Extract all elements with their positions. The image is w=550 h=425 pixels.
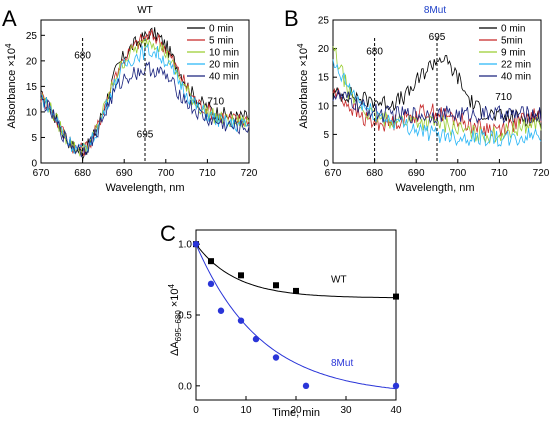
data-point: [272, 354, 280, 361]
data-point: [192, 240, 200, 248]
series-line: [332, 89, 542, 124]
annotation-label: 710: [495, 92, 512, 103]
plot-frame: [332, 19, 542, 164]
x-axis-label: Wavelength, nm: [105, 182, 184, 194]
data-point: [237, 317, 245, 324]
annotation-label: 710: [207, 96, 224, 107]
series-line: [40, 61, 250, 158]
y-axis-label: ΔA695–680 ×104: [167, 283, 183, 356]
x-axis-label: Time, min: [272, 407, 320, 419]
legend-label: 40 min: [209, 72, 239, 83]
series-line: [40, 43, 250, 154]
x-tick-label: 720: [533, 168, 550, 179]
series-label: WT: [331, 274, 347, 285]
legend-label: 22 min: [501, 60, 531, 71]
data-point: [252, 335, 260, 343]
fit-curve: [195, 244, 397, 390]
plot-area: 670 680 690 700 710 720 0 5 10 15 20 25 680 695 710 0 m…: [26, 19, 258, 179]
annotation-label: 680: [366, 46, 383, 57]
series-line: [332, 55, 542, 127]
legend-label: 10 min: [209, 48, 239, 59]
y-tick-label: 10: [26, 107, 38, 118]
chart-title: 8Mut: [424, 5, 446, 16]
data-point: [302, 382, 310, 390]
y-tick-label: 1.0: [178, 240, 192, 251]
y-tick-label: 0.0: [178, 381, 192, 392]
plot-area: 670 680 690 700 710 720 0 5 10 15 20 25 680 695 710 0 m…: [318, 16, 550, 180]
data-point: [393, 293, 399, 300]
y-tick-label: 10: [318, 101, 330, 112]
legend-label: 40 min: [501, 72, 531, 83]
plot-area: 0 10 20 30 40 0.0 0.5 1.0 WT 8Mut: [178, 229, 402, 416]
y-tick-label: 5: [31, 133, 37, 144]
x-tick-label: 710: [491, 168, 508, 179]
y-tick-label: 25: [318, 16, 330, 27]
panel-c: C ΔA695–680 ×104 Time, min 0 10 20 30 400.00…: [160, 221, 402, 419]
series-label: 8Mut: [331, 358, 353, 369]
legend-label: 0 min: [501, 24, 525, 35]
annotation-label: 695: [137, 129, 154, 140]
data-point: [293, 287, 299, 294]
x-tick-label: 670: [325, 168, 342, 179]
annotation-label: 695: [429, 32, 446, 43]
y-tick-label: 25: [26, 31, 38, 42]
y-tick-label: 15: [318, 73, 330, 84]
y-tick-label: 5: [323, 130, 329, 141]
x-axis-label: Wavelength, nm: [395, 182, 474, 194]
x-tick-label: 20: [290, 405, 302, 416]
x-tick-label: 700: [157, 168, 174, 179]
x-tick-label: 680: [366, 168, 383, 179]
x-tick-label: 710: [199, 168, 216, 179]
x-tick-label: 30: [340, 405, 352, 416]
plot-frame: [195, 229, 397, 401]
y-axis-label: Absorbance ×104: [4, 43, 18, 128]
x-tick-label: 40: [390, 405, 402, 416]
data-point: [207, 280, 215, 288]
chart-title: WT: [137, 5, 153, 16]
panel-a: A WT Absorbance ×104 Wavelength, nm 670 6…: [2, 5, 258, 194]
data-point: [392, 382, 400, 390]
data-point: [217, 307, 225, 314]
y-tick-label: 0.5: [178, 311, 192, 322]
y-tick-label: 0: [31, 159, 37, 170]
y-axis-label: Absorbance ×104: [296, 43, 310, 128]
x-tick-label: 10: [240, 405, 252, 416]
x-tick-label: 690: [408, 168, 425, 179]
x-tick-label: 680: [74, 168, 91, 179]
panel-label: C: [160, 221, 176, 246]
legend-label: 5 min: [209, 36, 233, 47]
x-tick-label: 0: [193, 405, 199, 416]
panel-label: A: [2, 6, 17, 31]
legend-label: 5min: [501, 36, 523, 47]
x-tick-label: 720: [241, 168, 258, 179]
x-tick-label: 670: [33, 168, 50, 179]
y-tick-label: 0: [323, 159, 329, 170]
y-tick-label: 15: [26, 82, 38, 93]
panel-b: B 8Mut Absorbance ×104 Wavelength, nm 67…: [284, 5, 550, 194]
series-line: [332, 59, 542, 147]
data-point: [208, 258, 214, 265]
y-tick-label: 20: [26, 56, 38, 67]
legend-label: 9 min: [501, 48, 525, 59]
legend-label: 0 min: [209, 24, 233, 35]
data-point: [238, 272, 244, 279]
data-point: [273, 282, 279, 289]
annotation-label: 680: [74, 50, 91, 61]
legend-label: 20 min: [209, 60, 239, 71]
y-tick-label: 20: [318, 44, 330, 55]
x-tick-label: 700: [449, 168, 466, 179]
x-tick-label: 690: [116, 168, 133, 179]
panel-label: B: [284, 6, 299, 31]
plot-frame: [40, 19, 250, 164]
